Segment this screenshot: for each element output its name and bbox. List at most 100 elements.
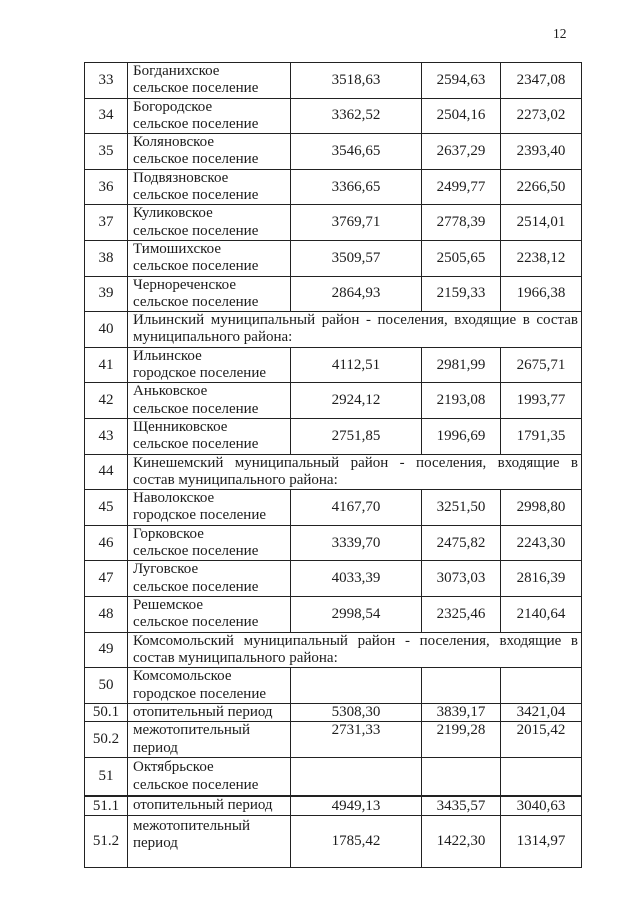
row-number-cell: 39 [84, 275, 128, 313]
table-row: 39 Чернореченское сельское поселение 2864,9… [84, 275, 582, 313]
tariff-value-cell: 1785,42 [290, 814, 422, 868]
settlement-name-cell: Богданихское сельское поселение [127, 62, 291, 99]
tariff-value-cell: 2924,12 [290, 382, 422, 419]
settlement-name-line: отопительный период [133, 704, 273, 721]
settlement-name-line: городское поселение [133, 507, 267, 524]
settlement-name-cell: Решемское сельское поселение [127, 595, 291, 633]
settlement-name-cell: Комсомольское городское поселение [127, 667, 291, 705]
table-row: 37 Куликовское сельское поселение 3769,71 27… [84, 204, 582, 241]
table-row: 41 Ильинское городское поселение 4112,51 298… [84, 346, 582, 384]
tariff-value-cell: 2243,30 [500, 524, 582, 562]
section-heading-cell: Кинешемский муниципальный район - поселе… [127, 453, 582, 491]
tariff-value-cell: 3509,57 [290, 239, 422, 277]
settlement-name-line: Аньковское [133, 383, 208, 400]
settlement-name-line: сельское поселение [133, 293, 259, 310]
settlement-name-line: сельское поселение [133, 187, 259, 204]
row-number-cell: 51.2 [84, 814, 128, 868]
settlement-name-cell: Щенниковское сельское поселение [127, 417, 291, 455]
page-number: 12 [553, 26, 567, 41]
tariff-value-cell: 3362,52 [290, 97, 422, 135]
settlement-name-line: Куликовское [133, 205, 213, 222]
settlement-name-line: сельское поселение [133, 578, 259, 595]
tariff-value-cell: 1993,77 [500, 382, 582, 419]
tariff-value-cell: 3251,50 [421, 489, 501, 526]
settlement-name-line: сельское поселение [133, 151, 259, 168]
tariff-value-cell: 2193,08 [421, 382, 501, 419]
tariff-value-cell [500, 667, 582, 705]
tariff-value-cell: 2751,85 [290, 417, 422, 455]
section-heading-cell: Ильинский муниципальный район - поселени… [127, 311, 582, 348]
settlement-name-line: городское поселение [133, 365, 267, 382]
tariff-value-cell: 2266,50 [500, 168, 582, 206]
row-number-cell: 42 [84, 382, 128, 419]
section-heading-line: Кинешемский муниципальный район - поселе… [133, 454, 578, 471]
settlement-name-cell: Богородское сельское поселение [127, 97, 291, 135]
settlement-name-cell: Куликовское сельское поселение [127, 204, 291, 241]
tariff-value-cell: 5308,30 [290, 703, 422, 723]
row-number-cell: 41 [84, 346, 128, 384]
settlement-name-cell: Чернореченское сельское поселение [127, 275, 291, 313]
tariff-table-body: 33 Богданихское сельское поселение 3518,63 2… [84, 62, 582, 868]
settlement-name-cell: отопительный период [127, 703, 291, 723]
settlement-name-line: сельское поселение [133, 543, 259, 560]
tariff-value-cell: 3366,65 [290, 168, 422, 206]
settlement-name-line: сельское поселение [133, 115, 259, 132]
settlement-name-line: межотопительный [133, 722, 251, 739]
tariff-value-cell: 2475,82 [421, 524, 501, 562]
tariff-table: 33 Богданихское сельское поселение 3518,63 2… [84, 62, 582, 868]
row-number-cell: 43 [84, 417, 128, 455]
settlement-name-cell: Тимошихское сельское поселение [127, 239, 291, 277]
settlement-name-line: сельское поселение [133, 436, 259, 453]
table-row: 45 Наволокское городское поселение 4167,70 3… [84, 489, 582, 526]
tariff-value-cell: 1422,30 [421, 814, 501, 868]
section-heading-cell: Комсомольский муниципальный район - посе… [127, 631, 582, 669]
tariff-value-cell: 3839,17 [421, 703, 501, 723]
tariff-value-cell: 2499,77 [421, 168, 501, 206]
settlement-name-line: сельское поселение [133, 400, 259, 417]
section-heading-line: Ильинский муниципальный район - поселени… [133, 312, 578, 329]
settlement-name-line: Луговское [133, 561, 199, 578]
tariff-value-cell: 1791,35 [500, 417, 582, 455]
tariff-value-cell: 3435,57 [421, 795, 501, 816]
settlement-name-line: Чернореченское [133, 276, 236, 293]
settlement-name-line: сельское поселение [133, 80, 259, 97]
section-heading-line: состав муниципального района: [133, 649, 338, 666]
row-number-cell: 38 [84, 239, 128, 277]
tariff-value-cell [500, 756, 582, 797]
tariff-value-cell: 1314,97 [500, 814, 582, 868]
settlement-name-line: сельское поселение [133, 614, 259, 631]
settlement-name-line: Горковское [133, 525, 204, 542]
tariff-value-cell: 1996,69 [421, 417, 501, 455]
settlement-name-line: сельское поселение [133, 258, 259, 275]
settlement-name-line: межотопительный [133, 817, 251, 834]
table-row: 34 Богородское сельское поселение 3362,52 25… [84, 97, 582, 135]
section-heading-line: состав муниципального района: [133, 471, 338, 488]
table-row: 51.1 отопительный период 4949,13 3435,57 304… [84, 795, 582, 816]
table-row: 51.2 межотопительный период 1785,42 1422,30 1… [84, 814, 582, 868]
tariff-value-cell: 3040,63 [500, 795, 582, 816]
tariff-value-cell: 2504,16 [421, 97, 501, 135]
settlement-name-line: Октябрьское [133, 759, 214, 776]
settlement-name-line: Богданихское [133, 63, 220, 79]
tariff-value-cell: 3339,70 [290, 524, 422, 562]
tariff-value-cell [290, 667, 422, 705]
row-number-cell: 48 [84, 595, 128, 633]
table-row: 44 Кинешемский муниципальный район - посе… [84, 453, 582, 491]
settlement-name-line: Подвязновское [133, 169, 229, 186]
settlement-name-line: Наволокское [133, 490, 215, 507]
settlement-name-line: городское поселение [133, 685, 267, 702]
settlement-name-line: Ильинское [133, 347, 202, 364]
tariff-value-cell: 2273,02 [500, 97, 582, 135]
row-number-cell: 36 [84, 168, 128, 206]
table-row: 33 Богданихское сельское поселение 3518,63 2… [84, 62, 582, 99]
table-row: 47 Луговское сельское поселение 4033,39 3073… [84, 560, 582, 597]
tariff-table-container: 33 Богданихское сельское поселение 3518,63 2… [84, 62, 582, 868]
row-number-cell: 50.2 [84, 721, 128, 758]
settlement-name-line: сельское поселение [133, 222, 259, 239]
tariff-value-cell: 1966,38 [500, 275, 582, 313]
settlement-name-line: сельское поселение [133, 776, 259, 793]
tariff-value-cell: 2514,01 [500, 204, 582, 241]
section-heading-line: Комсомольский муниципальный район - посе… [133, 632, 578, 649]
table-row: 36 Подвязновское сельское поселение 3366,65… [84, 168, 582, 206]
tariff-value-cell: 4112,51 [290, 346, 422, 384]
